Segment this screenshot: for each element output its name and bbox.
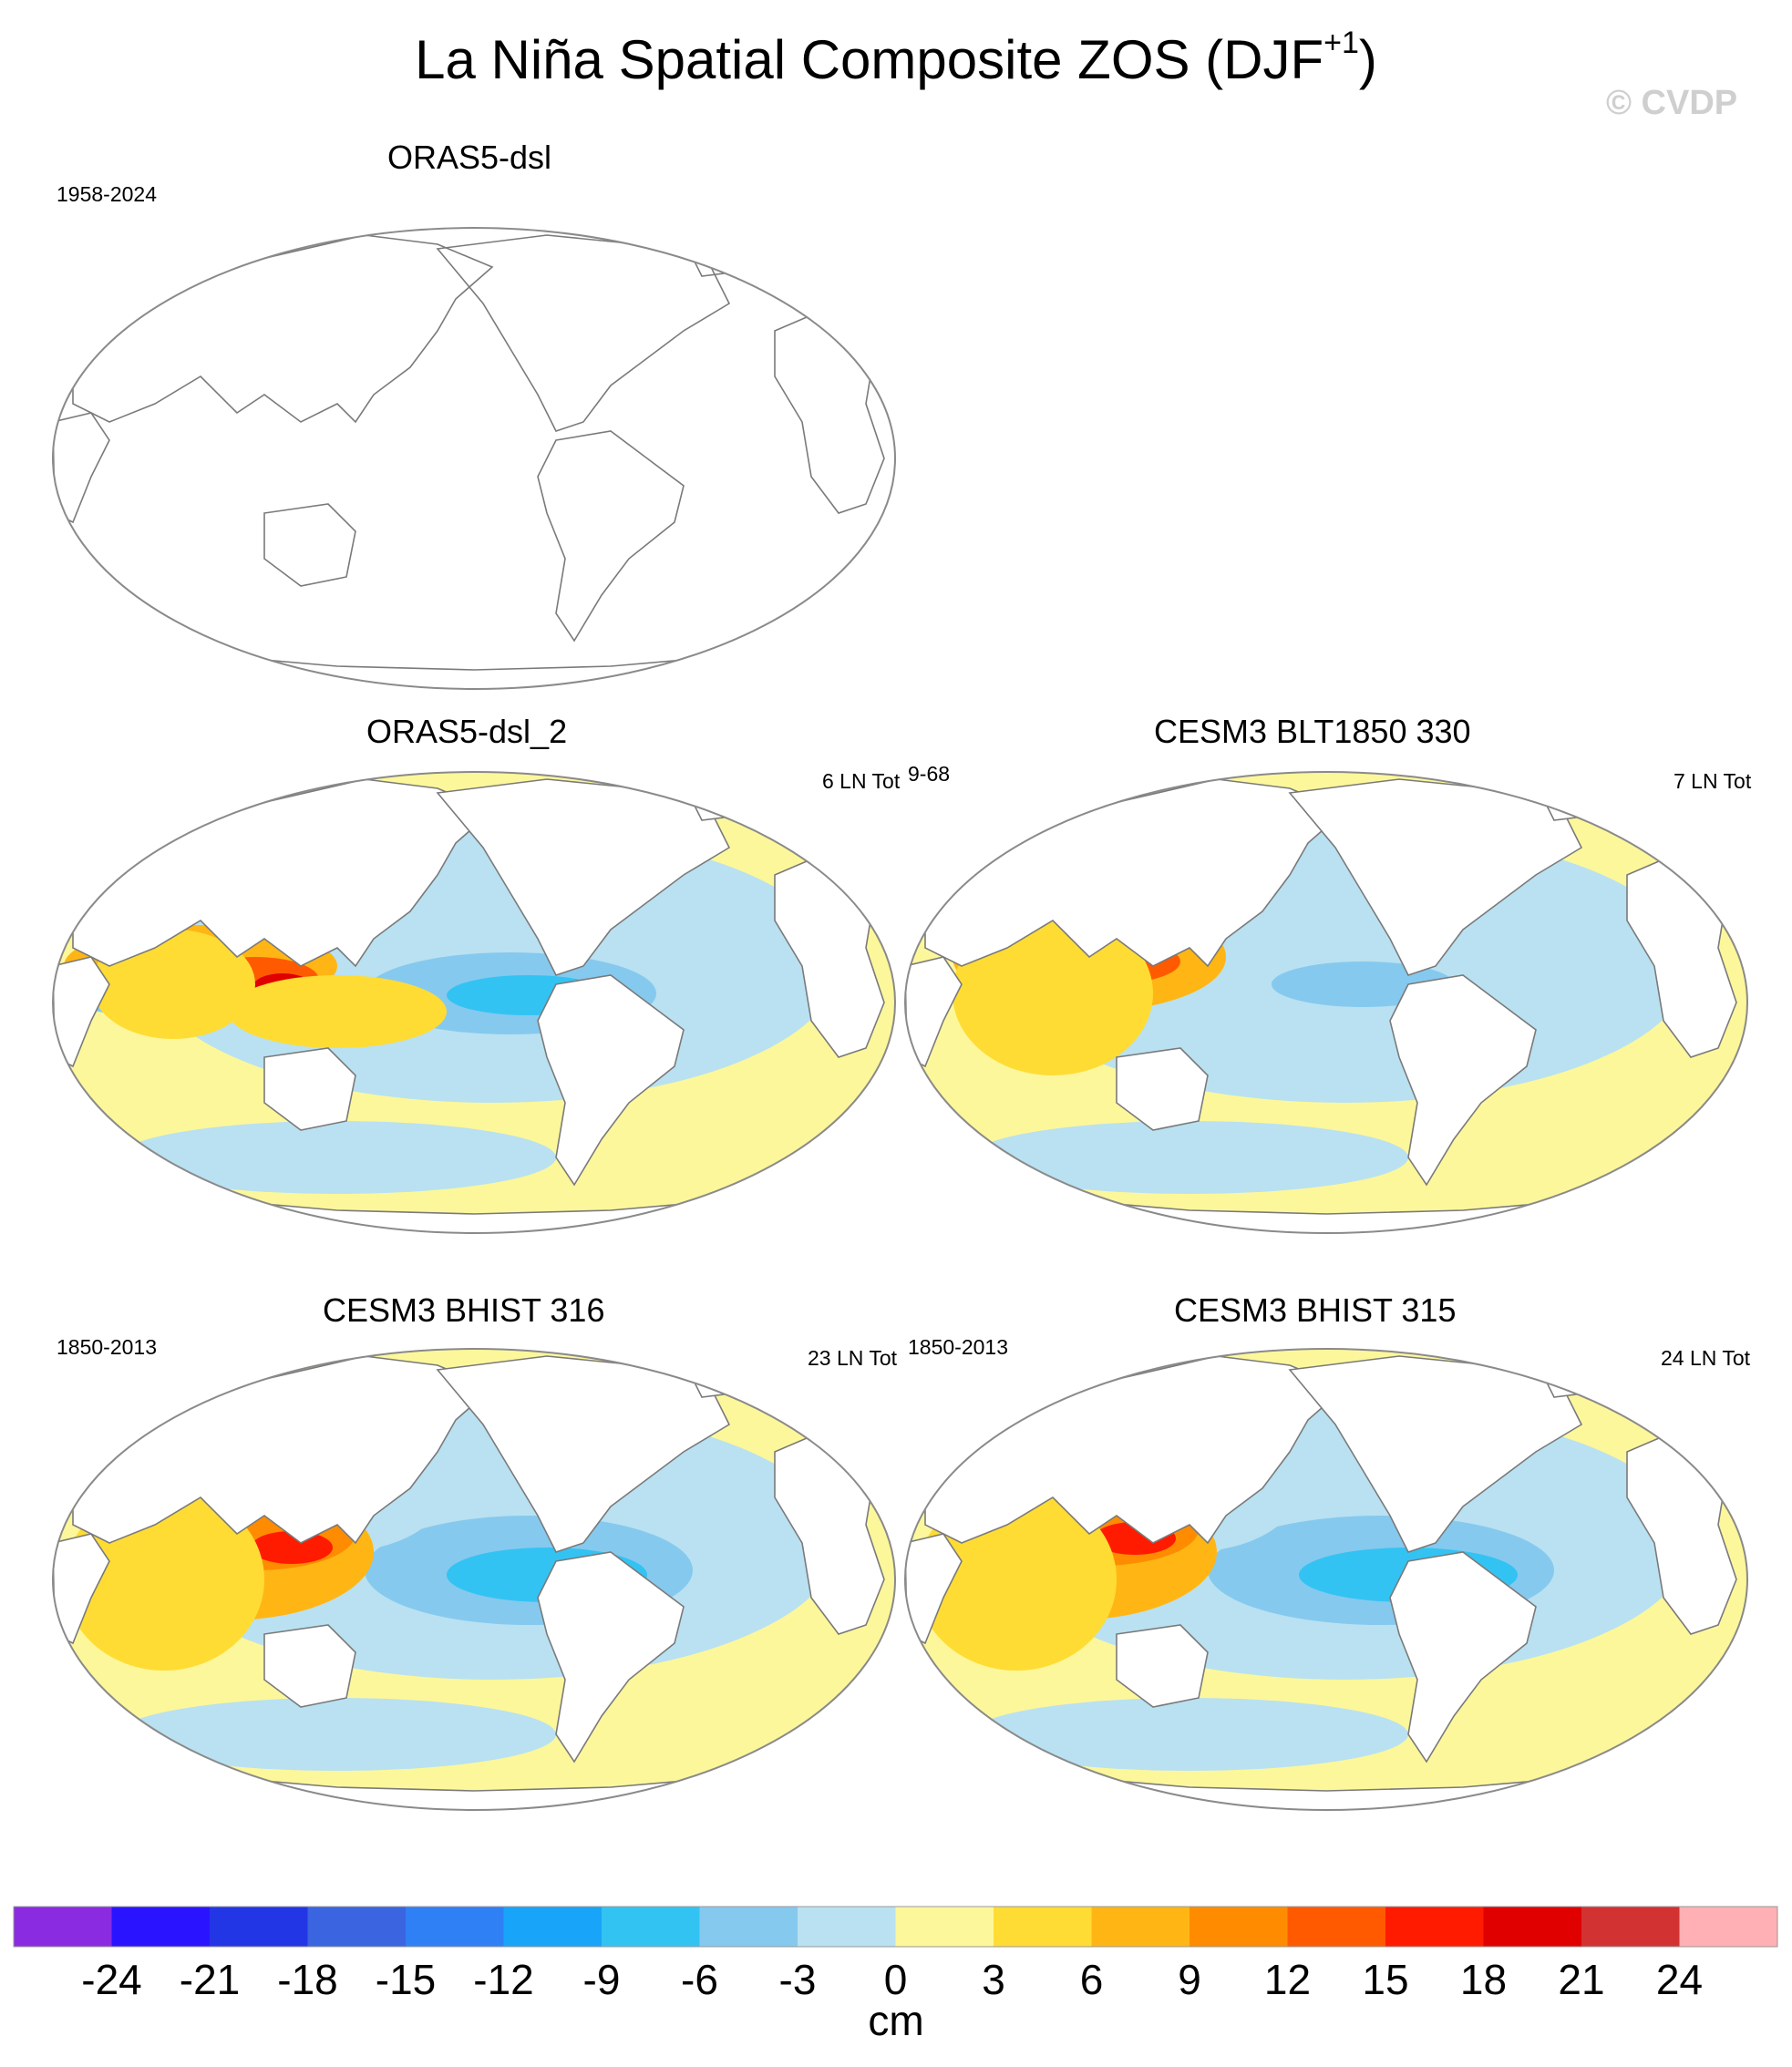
colorbar-units: cm [868,1997,924,2044]
colorbar-tick-label: 9 [1178,1956,1201,2003]
anomaly-region [251,1531,333,1564]
colorbar-swatch [111,1907,210,1947]
colorbar-swatch [994,1907,1092,1947]
coastline [924,778,1346,968]
colorbar-swatch [1385,1907,1484,1947]
panel-extra-label: 9-68 [908,762,951,786]
panel-title: ORAS5-dsl_2 [366,713,568,750]
panel-period: 1958-2024 [57,182,157,206]
panel-count-label: 6 LN Tot [822,769,901,793]
colorbar-tick-label: -3 [778,1956,817,2003]
colorbar-swatch [1483,1907,1581,1947]
panel-title: CESM3 BHIST 316 [323,1291,605,1329]
colorbar-tick-label: -12 [473,1956,534,2003]
panel-count-label: 7 LN Tot [1674,769,1752,793]
colorbar-tick-label: -21 [179,1956,241,2003]
colorbar-tick-label: -15 [375,1956,437,2003]
map-panel-2 [52,771,896,1234]
colorbar-swatch [1190,1907,1288,1947]
colorbar-swatch [406,1907,504,1947]
colorbar-swatch [1287,1907,1385,1947]
colorbar-swatch [210,1907,308,1947]
colorbar-tick-label: 15 [1362,1956,1409,2003]
colorbar-tick-label: -6 [681,1956,718,2003]
colorbar-tick-label: 3 [982,1956,1005,2003]
coastline [1389,974,1537,1187]
map-panel-5 [904,1348,1748,1811]
colorbar [13,1906,1778,1948]
colorbar-tick-label: 24 [1655,1956,1704,2003]
colorbar-swatch [895,1907,994,1947]
map-panel-1 [52,227,896,690]
coastline [72,234,494,424]
panel-count-label: 23 LN Tot [808,1346,898,1370]
anomaly-region [228,975,447,1048]
panel-period: 1850-2013 [57,1335,157,1359]
anomaly-region [971,1698,1408,1771]
map-border [52,771,896,1234]
map-border [52,1348,896,1811]
colorbar-swatch [1679,1907,1777,1947]
coastline [263,1624,356,1708]
colorbar-tick-label: -18 [277,1956,338,2003]
colorbar-swatch [503,1907,602,1947]
coastline [72,778,494,968]
panel-period: 1850-2013 [908,1335,1008,1359]
coastline [436,234,731,432]
anomaly-region [118,1121,556,1194]
colorbar-tick-label: -9 [582,1956,621,2003]
anomaly-region [971,1121,1408,1194]
anomaly-region [953,911,1153,1075]
coastline [537,1551,685,1764]
map-panel-3 [904,771,1748,1234]
colorbar-swatch [699,1907,798,1947]
colorbar-swatch [1091,1907,1190,1947]
coastline [537,430,685,643]
colorbar-swatch [1581,1907,1680,1947]
colorbar-tick-label: 0 [883,1956,908,2003]
coastline [263,503,356,587]
panel-title: ORAS5-dsl [387,139,552,176]
coastline [126,630,822,689]
coastline [1116,1624,1209,1708]
panel-title: CESM3 BHIST 315 [1174,1291,1457,1329]
coastline [72,1355,494,1545]
colorbar-tick-label: 12 [1263,1956,1312,2003]
colorbar-tick-label: -24 [81,1956,142,2003]
panel-title: CESM3 BLT1850 330 [1154,713,1471,750]
colorbar-swatch [602,1907,700,1947]
map-border [52,227,896,690]
map-border [904,1348,1748,1811]
copyright-watermark: © CVDP [1606,84,1738,122]
coastline [924,1355,1346,1545]
colorbar-tick-label: 18 [1459,1956,1508,2003]
coastline [1116,1047,1209,1131]
figure-title: La Niña Spatial Composite ZOS (DJF+1) [415,26,1377,90]
colorbar-tick-label: 6 [1079,1956,1104,2003]
colorbar-frame [13,1906,1778,1948]
panel-count-label: 24 LN Tot [1661,1346,1751,1370]
coastline [263,1047,356,1131]
colorbar-swatch [798,1907,896,1947]
coastline [1389,1551,1537,1764]
colorbar-swatch [14,1907,112,1947]
coastline [537,974,685,1187]
map-panel-4 [52,1348,896,1811]
colorbar-tick-label: 21 [1558,1956,1605,2003]
anomaly-region [118,1698,556,1771]
map-border [904,771,1748,1234]
colorbar-swatch [307,1907,406,1947]
